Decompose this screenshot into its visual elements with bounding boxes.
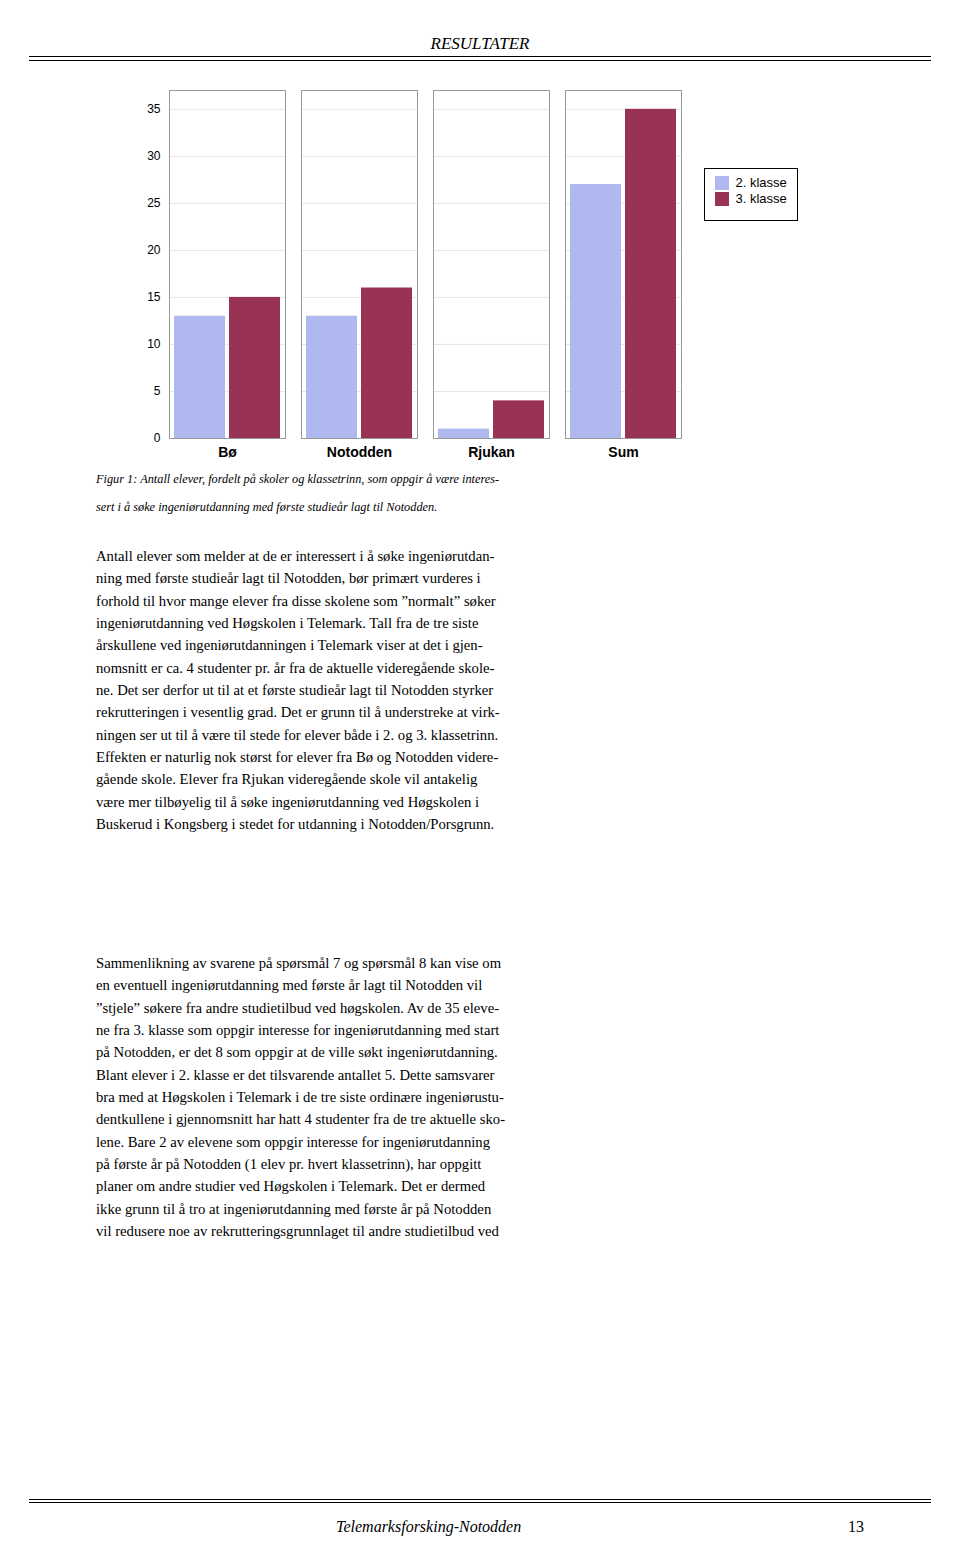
html-text:Telemarksforsking-Notodden: Telemarksforsking-Notodden <box>336 1518 522 1535</box>
svg-text:Bø: Bø <box>218 444 237 460</box>
svg-text:Notodden: Notodden <box>327 444 392 460</box>
svg-text:5: 5 <box>154 384 161 398</box>
svg-text:30: 30 <box>147 149 161 163</box>
svg-text:15: 15 <box>147 290 161 304</box>
html-text:sert i å søke ingeniørutdannin: sert i å søke ingeniørutdanning med førs… <box>96 500 438 514</box>
html-text:Antall elever som melder at de: Antall elever som melder at de er intere… <box>96 548 500 833</box>
html-text:3. klasse: 3. klasse <box>735 191 787 206</box>
svg-text:Rjukan: Rjukan <box>468 444 515 460</box>
html-text:Figur 1: Antall elever, fordel: Figur 1: Antall elever, fordelt på skole… <box>96 472 500 486</box>
svg-text:10: 10 <box>147 337 161 351</box>
svg-text:0: 0 <box>154 431 161 445</box>
html-text:13: 13 <box>848 1518 864 1535</box>
html-text:2. klasse: 2. klasse <box>735 175 787 190</box>
svg-text:Sum: Sum <box>608 444 638 460</box>
html-text:RESULTATER: RESULTATER <box>430 34 530 53</box>
svg-text:20: 20 <box>147 243 161 257</box>
html-text:Sammenlikning av svarene på sp: Sammenlikning av svarene på spørsmål 7 o… <box>96 955 506 1240</box>
svg-text:35: 35 <box>147 102 161 116</box>
svg-text:25: 25 <box>147 196 161 210</box>
